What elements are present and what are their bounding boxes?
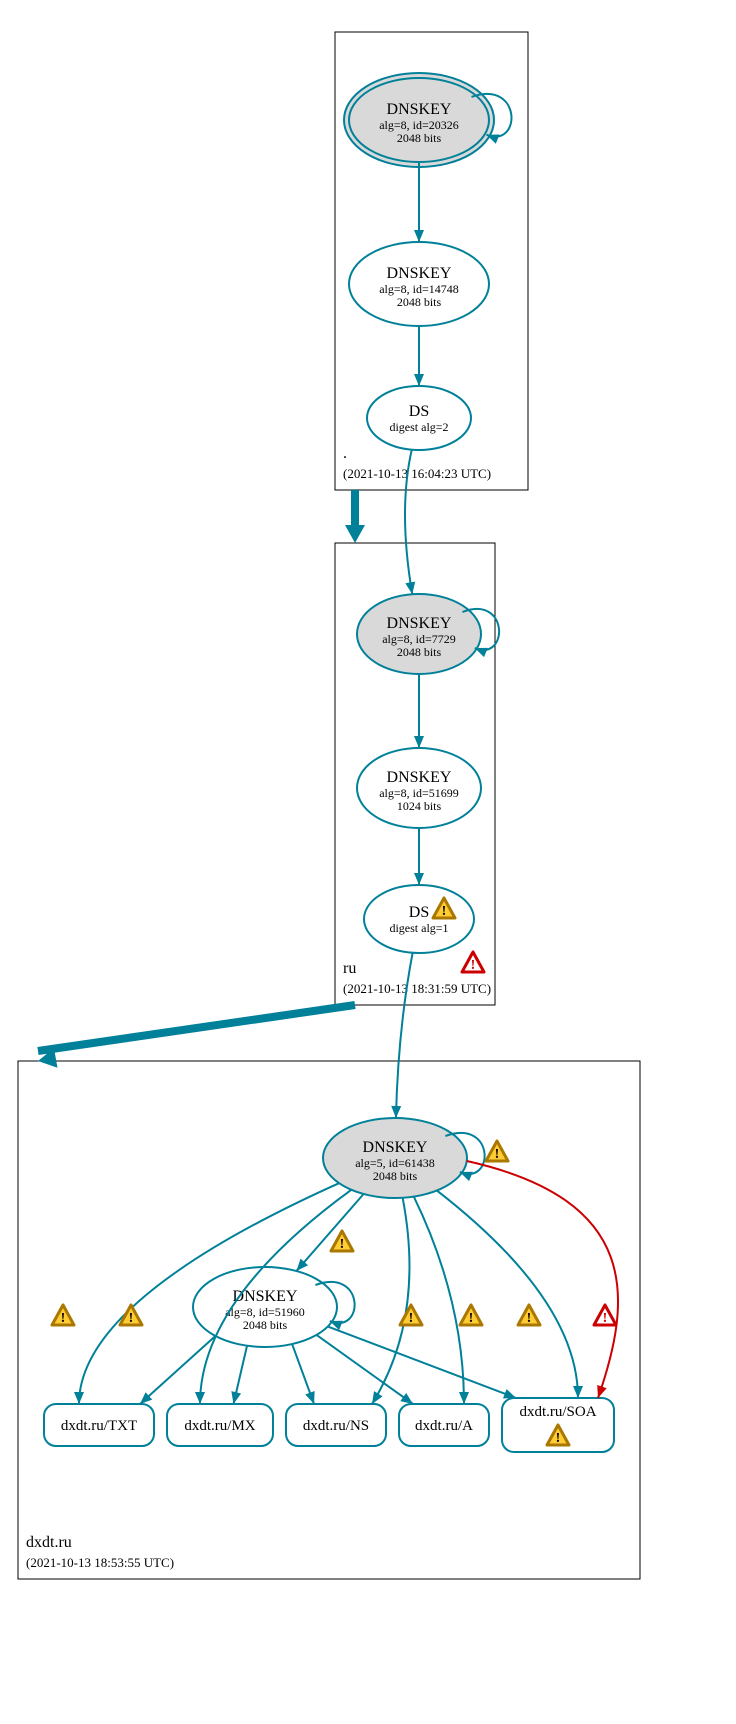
- node-root_ksk-l3: 2048 bits: [397, 131, 442, 145]
- node-dxdt_ksk-l2: alg=5, id=61438: [355, 1156, 435, 1170]
- rrset-txt-label: dxdt.ru/TXT: [61, 1418, 137, 1434]
- zone-ts-root: (2021-10-13 16:04:23 UTC): [343, 466, 491, 481]
- node-ru_zsk-l3: 1024 bits: [397, 799, 442, 813]
- svg-text:!: !: [495, 1147, 500, 1162]
- node-ru_zsk-title: DNSKEY: [387, 769, 452, 786]
- node-dxdt_ksk-l3: 2048 bits: [373, 1169, 418, 1183]
- svg-text:!: !: [527, 1311, 532, 1326]
- node-ru_ksk-title: DNSKEY: [387, 615, 452, 632]
- node-root_ds-title: DS: [409, 403, 429, 420]
- svg-text:!: !: [603, 1311, 608, 1326]
- rrset-ns-label: dxdt.ru/NS: [303, 1418, 369, 1434]
- edge-ksk-ns: [372, 1198, 409, 1404]
- edge-ksk-soa: [437, 1191, 578, 1398]
- edge-ksk-a: [414, 1197, 464, 1404]
- zone-label-ru: ru: [343, 960, 356, 977]
- node-root_zsk-l3: 2048 bits: [397, 295, 442, 309]
- node-dxdt_zsk-l3: 2048 bits: [243, 1318, 288, 1332]
- zone-arrow-ru-dxdt: [38, 1005, 355, 1051]
- node-root_zsk-title: DNSKEY: [387, 265, 452, 282]
- svg-text:!: !: [469, 1311, 474, 1326]
- edge-ksk-soa-red: [467, 1161, 618, 1398]
- rrset-a-label: dxdt.ru/A: [415, 1418, 473, 1434]
- svg-text:!: !: [61, 1311, 66, 1326]
- node-root_ksk-title: DNSKEY: [387, 101, 452, 118]
- edge: [396, 953, 413, 1118]
- zone-label-dxdt: dxdt.ru: [26, 1534, 72, 1551]
- svg-text:!: !: [340, 1237, 345, 1252]
- node-root_ds-l2: digest alg=2: [389, 420, 448, 434]
- svg-text:!: !: [471, 958, 476, 973]
- rrset-mx-label: dxdt.ru/MX: [184, 1418, 255, 1434]
- svg-text:!: !: [129, 1311, 134, 1326]
- svg-text:!: !: [556, 1431, 561, 1446]
- node-ru_zsk-l2: alg=8, id=51699: [379, 786, 459, 800]
- node-ru_ksk-l2: alg=8, id=7729: [382, 632, 456, 646]
- zone-ts-dxdt: (2021-10-13 18:53:55 UTC): [26, 1555, 174, 1570]
- node-dxdt_zsk-title: DNSKEY: [233, 1288, 298, 1305]
- svg-text:!: !: [442, 904, 447, 919]
- rrset-soa-label: dxdt.ru/SOA: [519, 1404, 596, 1420]
- node-ru_ksk-l3: 2048 bits: [397, 645, 442, 659]
- node-dxdt_zsk-l2: alg=8, id=51960: [225, 1305, 305, 1319]
- node-root_zsk-l2: alg=8, id=14748: [379, 282, 459, 296]
- node-ru_ds-l2: digest alg=1: [389, 921, 448, 935]
- svg-text:!: !: [409, 1311, 414, 1326]
- node-root_ksk-l2: alg=8, id=20326: [379, 118, 459, 132]
- node-dxdt_ksk-title: DNSKEY: [363, 1139, 428, 1156]
- zone-label-root: .: [343, 445, 347, 462]
- zone-ts-ru: (2021-10-13 18:31:59 UTC): [343, 981, 491, 996]
- node-ru_ds-title: DS: [409, 904, 429, 921]
